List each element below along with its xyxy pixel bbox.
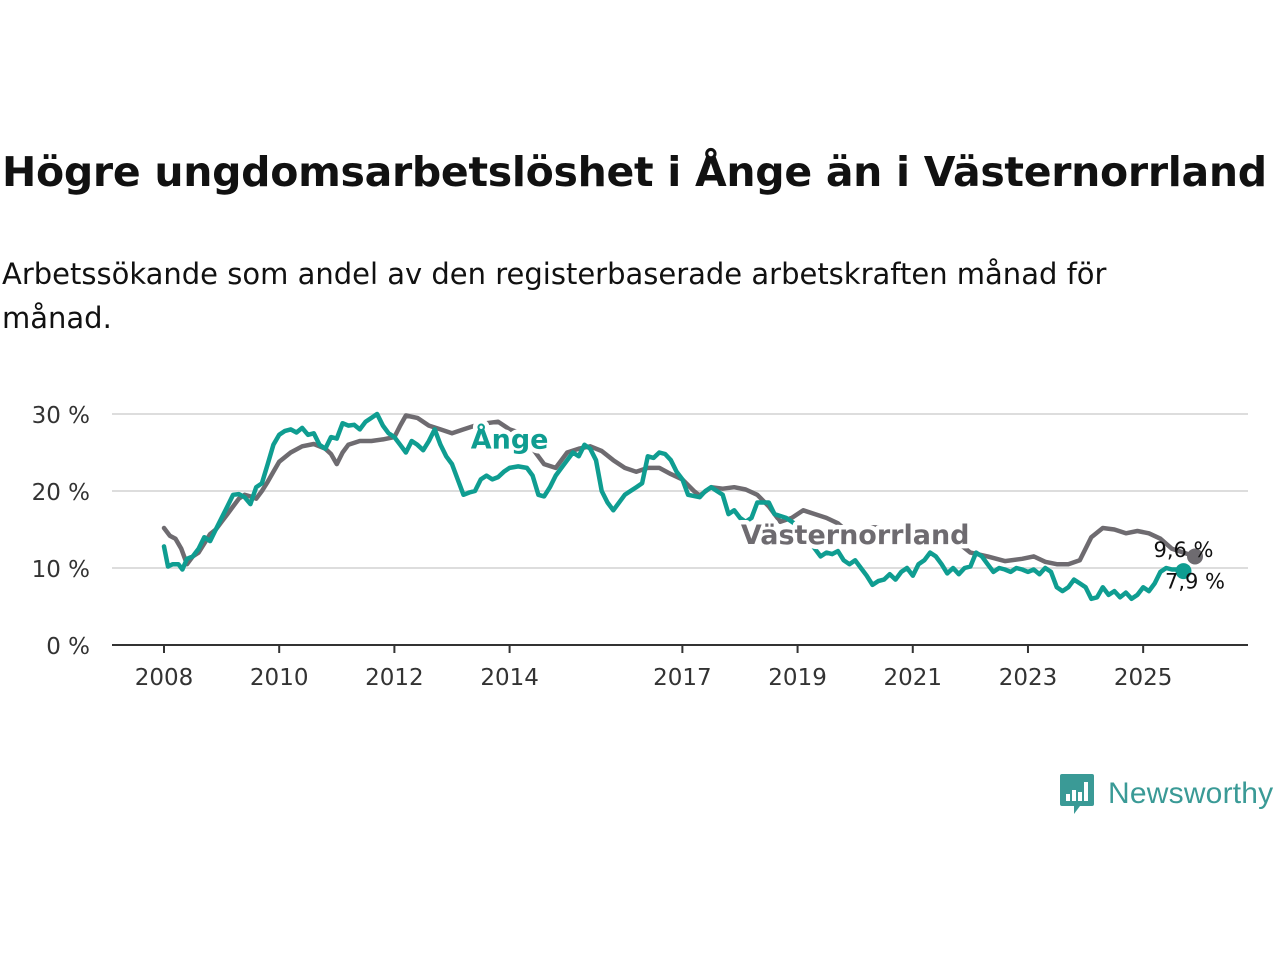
x-tick-label: 2008 bbox=[135, 665, 194, 691]
series-label-halo: Västernorrland bbox=[741, 520, 970, 551]
y-tick-label: 20 % bbox=[32, 480, 90, 506]
end-value-label-vasternorrland: 7,9 % bbox=[1165, 569, 1225, 593]
x-tick-label: 2023 bbox=[999, 665, 1058, 691]
series-lines bbox=[161, 411, 1203, 602]
series-label-halo: Ånge bbox=[471, 424, 549, 456]
series-label-vasternorrland: Västernorrland bbox=[741, 520, 970, 551]
x-tick-label: 2025 bbox=[1114, 665, 1173, 691]
series-line-ange bbox=[161, 411, 1186, 602]
y-tick-label: 0 % bbox=[46, 634, 90, 660]
x-tick-label: 2010 bbox=[250, 665, 309, 691]
gridlines bbox=[112, 413, 1248, 569]
line-chart: 0 % 10 % 20 % 30 % 2008 2010 2012 2014 2017 2019 2… bbox=[32, 403, 1248, 691]
x-tick-label: 2014 bbox=[480, 665, 539, 691]
chart-title: Högre ungdomsarbetslöshet i Ånge än i Vä… bbox=[2, 148, 1267, 196]
x-tick-label: 2019 bbox=[768, 665, 827, 691]
brand-name: Newsworthy bbox=[1108, 777, 1274, 810]
bar-chart-speech-bubble-icon bbox=[1060, 774, 1094, 814]
chart-subtitle: Arbetssökande som andel av den registerb… bbox=[2, 257, 1107, 335]
end-point-ange bbox=[1175, 563, 1192, 580]
x-tick-label: 2012 bbox=[365, 665, 424, 691]
x-tick-label: 2017 bbox=[653, 665, 712, 691]
series-line-vasternorrland bbox=[161, 413, 1198, 567]
x-tick-label: 2021 bbox=[883, 665, 942, 691]
series-label-ange: Ånge bbox=[471, 424, 549, 456]
end-point-vasternorrland bbox=[1187, 548, 1203, 565]
brand-logo: Newsworthy bbox=[1058, 772, 1273, 816]
axes: 0 % 10 % 20 % 30 % 2008 2010 2012 2014 2017 2019 2… bbox=[32, 403, 1248, 691]
y-tick-label: 30 % bbox=[32, 403, 90, 429]
end-value-label-ange: 9,6 % bbox=[1153, 538, 1213, 562]
y-tick-label: 10 % bbox=[32, 557, 90, 583]
annotations: ÅngeÅngeVästernorrlandVästernorrland7,9 … bbox=[466, 419, 1225, 593]
